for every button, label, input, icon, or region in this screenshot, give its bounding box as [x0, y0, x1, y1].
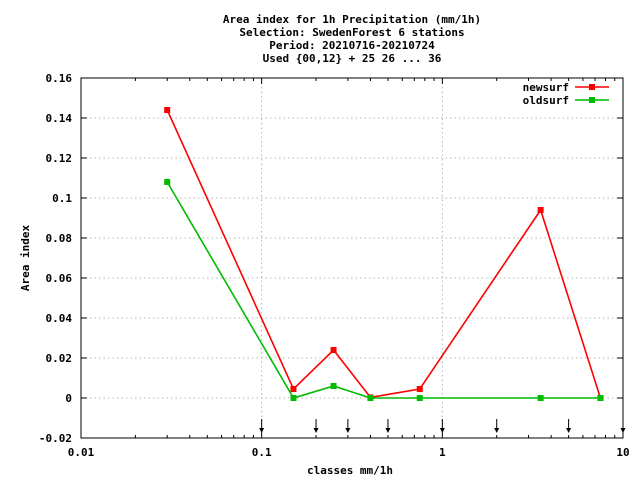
data-point-newsurf [330, 347, 337, 353]
data-point-oldsurf [367, 395, 374, 401]
class-limit-arrow-head [620, 428, 626, 433]
data-point-oldsurf [330, 383, 337, 389]
legend-marker-oldsurf [589, 97, 595, 103]
grid [81, 78, 623, 438]
data-point-newsurf [537, 207, 544, 213]
legend-marker-newsurf [589, 84, 595, 90]
title-line-3: Period: 20210716-20210724 [269, 39, 435, 52]
class-limit-arrow-head [385, 428, 391, 433]
class-limit-arrow-head [566, 428, 572, 433]
class-limit-arrow-head [494, 428, 500, 433]
title-line-1: Area index for 1h Precipitation (mm/1h) [223, 13, 481, 26]
class-limit-arrow-head [259, 428, 265, 433]
y-tick-label: 0.08 [46, 232, 73, 245]
data-point-oldsurf [290, 395, 297, 401]
data-point-newsurf [164, 107, 171, 113]
y-tick-label: 0.12 [46, 152, 73, 165]
axes: -0.02 0 0.02 0.04 0.06 0.08 0.1 0.12 0.14 0.16 0.0… [39, 72, 630, 459]
x-tick-label: 0.1 [252, 446, 272, 459]
chart-title: Area index for 1h Precipitation (mm/1h) … [223, 13, 481, 65]
plot-frame [80, 77, 624, 439]
y-tick-label: 0.06 [46, 272, 73, 285]
class-limit-arrow-head [345, 428, 351, 433]
title-line-2: Selection: SwedenForest 6 stations [239, 26, 464, 39]
data-point-oldsurf [537, 395, 544, 401]
y-axis-label: Area index [19, 225, 32, 292]
data-point-oldsurf [164, 179, 171, 185]
x-tick-label: 10 [616, 446, 629, 459]
y-tick-label: 0 [65, 392, 72, 405]
x-axis-label: classes mm/1h [307, 464, 393, 477]
series-line-newsurf [166, 109, 602, 399]
legend-label-oldsurf: oldsurf [523, 94, 569, 107]
class-limit-arrow-head [313, 428, 319, 433]
data-point-oldsurf [416, 395, 423, 401]
y-tick-label: 0.14 [46, 112, 73, 125]
series-line-oldsurf [166, 181, 601, 399]
y-tick-label: 0.16 [46, 72, 73, 85]
y-tick-label: 0.02 [46, 352, 73, 365]
legend-label-newsurf: newsurf [523, 81, 569, 94]
y-tick-label: 0.04 [46, 312, 73, 325]
x-tick-label: 0.01 [68, 446, 95, 459]
data-point-newsurf [416, 386, 423, 392]
y-tick-label: 0.1 [52, 192, 72, 205]
class-limit-arrows [259, 419, 626, 433]
data-point-oldsurf [597, 395, 604, 401]
title-line-4: Used {00,12} + 25 26 ... 36 [263, 52, 442, 65]
x-tick-label: 1 [439, 446, 446, 459]
class-limit-arrow-head [439, 428, 445, 433]
series-lines [164, 107, 604, 401]
y-tick-label: -0.02 [39, 432, 72, 445]
data-point-newsurf [290, 386, 297, 392]
